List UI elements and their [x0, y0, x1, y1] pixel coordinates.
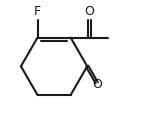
Text: O: O	[85, 5, 94, 18]
Text: F: F	[34, 5, 41, 18]
Text: O: O	[93, 78, 103, 91]
